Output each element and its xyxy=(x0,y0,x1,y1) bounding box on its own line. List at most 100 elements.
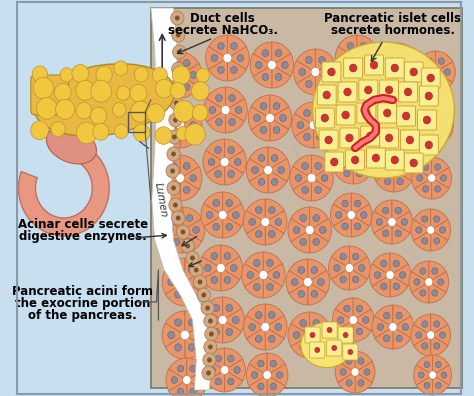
Circle shape xyxy=(313,215,319,222)
Circle shape xyxy=(397,178,403,185)
Wedge shape xyxy=(431,335,448,356)
Circle shape xyxy=(271,154,278,162)
Circle shape xyxy=(313,238,319,246)
FancyBboxPatch shape xyxy=(322,62,341,82)
Circle shape xyxy=(437,133,443,139)
Wedge shape xyxy=(311,178,330,201)
Circle shape xyxy=(172,28,185,42)
FancyBboxPatch shape xyxy=(419,135,438,155)
Circle shape xyxy=(172,211,185,225)
Circle shape xyxy=(261,217,270,227)
Wedge shape xyxy=(335,298,353,320)
Circle shape xyxy=(402,112,410,120)
Wedge shape xyxy=(333,215,351,237)
Wedge shape xyxy=(310,312,328,335)
Wedge shape xyxy=(161,75,180,98)
Circle shape xyxy=(224,276,231,284)
Wedge shape xyxy=(223,308,245,331)
Circle shape xyxy=(351,106,359,114)
Wedge shape xyxy=(330,204,351,226)
Circle shape xyxy=(228,118,236,126)
Circle shape xyxy=(258,178,265,185)
Circle shape xyxy=(424,382,430,388)
Circle shape xyxy=(416,332,422,338)
Circle shape xyxy=(188,266,195,273)
Wedge shape xyxy=(268,170,287,193)
Circle shape xyxy=(172,66,190,85)
Circle shape xyxy=(209,331,214,337)
Circle shape xyxy=(384,155,391,162)
Circle shape xyxy=(249,324,255,331)
Wedge shape xyxy=(394,148,412,170)
Circle shape xyxy=(188,319,195,326)
Wedge shape xyxy=(249,375,267,396)
Wedge shape xyxy=(183,230,202,253)
Circle shape xyxy=(425,141,433,149)
Circle shape xyxy=(438,58,445,64)
Wedge shape xyxy=(221,268,240,291)
Circle shape xyxy=(223,53,232,63)
Wedge shape xyxy=(328,257,349,279)
Circle shape xyxy=(204,265,211,272)
Wedge shape xyxy=(180,75,199,98)
Circle shape xyxy=(325,136,332,144)
Circle shape xyxy=(337,316,344,324)
Circle shape xyxy=(197,288,210,302)
Circle shape xyxy=(215,170,221,177)
Text: digestive enzymes.: digestive enzymes. xyxy=(19,230,146,243)
Text: Acinar cells secrete: Acinar cells secrete xyxy=(18,218,148,231)
Wedge shape xyxy=(223,320,242,343)
Circle shape xyxy=(334,265,340,271)
Bar xyxy=(128,112,145,132)
Wedge shape xyxy=(337,88,355,110)
Circle shape xyxy=(190,365,196,372)
Circle shape xyxy=(434,321,440,327)
Wedge shape xyxy=(201,204,223,227)
Circle shape xyxy=(429,121,438,129)
Circle shape xyxy=(261,322,270,331)
Circle shape xyxy=(270,360,277,367)
Circle shape xyxy=(321,114,328,122)
Circle shape xyxy=(432,289,438,296)
Circle shape xyxy=(431,68,439,76)
Wedge shape xyxy=(246,158,268,181)
Wedge shape xyxy=(253,65,272,88)
Circle shape xyxy=(327,327,332,333)
Wedge shape xyxy=(206,139,225,162)
FancyBboxPatch shape xyxy=(327,340,342,356)
Circle shape xyxy=(155,79,173,98)
Circle shape xyxy=(188,291,195,298)
Wedge shape xyxy=(228,35,246,58)
Circle shape xyxy=(167,181,180,195)
Wedge shape xyxy=(265,222,284,245)
Wedge shape xyxy=(337,110,355,132)
Circle shape xyxy=(417,175,423,181)
Wedge shape xyxy=(161,102,180,125)
Circle shape xyxy=(266,259,273,267)
Wedge shape xyxy=(353,140,371,162)
Wedge shape xyxy=(242,263,264,286)
Circle shape xyxy=(271,178,278,185)
Circle shape xyxy=(174,344,182,351)
Circle shape xyxy=(218,67,224,74)
Wedge shape xyxy=(244,211,265,234)
FancyBboxPatch shape xyxy=(340,128,359,148)
Circle shape xyxy=(429,371,437,379)
Circle shape xyxy=(213,305,219,312)
Circle shape xyxy=(173,202,178,208)
Circle shape xyxy=(169,198,182,212)
Wedge shape xyxy=(187,369,208,391)
Wedge shape xyxy=(338,372,355,393)
Wedge shape xyxy=(165,335,185,359)
Circle shape xyxy=(260,103,267,110)
Wedge shape xyxy=(246,222,265,245)
Wedge shape xyxy=(293,155,311,178)
Circle shape xyxy=(173,45,186,59)
Circle shape xyxy=(438,279,444,285)
Circle shape xyxy=(372,154,380,162)
Wedge shape xyxy=(411,219,431,240)
Circle shape xyxy=(434,216,440,222)
Circle shape xyxy=(385,86,393,94)
Circle shape xyxy=(192,105,208,121)
Wedge shape xyxy=(413,314,431,335)
